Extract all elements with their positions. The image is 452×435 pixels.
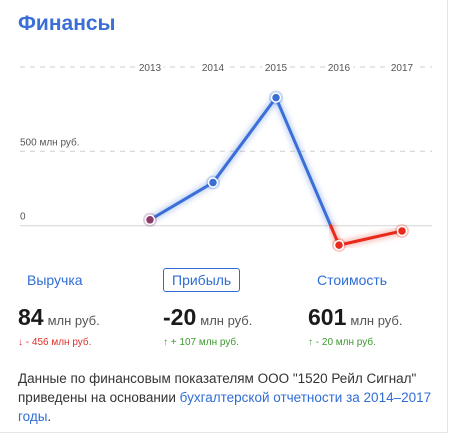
company-value-unit: млн руб.: [350, 313, 403, 328]
y-tick-label: 0: [20, 212, 26, 223]
data-source-note: Данные по финансовым показателям ООО "15…: [18, 369, 438, 426]
finance-line-chart: 0 500 млн руб. 2013 2014 2015 2016 2017: [20, 60, 432, 253]
series-line-segment: [211, 96, 278, 185]
revenue-unit: млн руб.: [47, 313, 100, 328]
profit-value: -20: [163, 304, 197, 330]
y-tick-label: 500 млн руб.: [20, 136, 80, 148]
footer-text: Данные по финансовым показателям ООО "15…: [18, 371, 417, 405]
x-tick-label: 2015: [265, 63, 288, 74]
metric-revenue: Выручка 84 млн руб. ↓ - 456 млн руб.: [18, 268, 168, 348]
data-point-2017: [396, 225, 408, 237]
profit-unit: млн руб.: [200, 313, 253, 328]
x-tick-label: 2017: [391, 63, 414, 74]
footer-end: .: [47, 409, 52, 424]
tab-revenue[interactable]: Выручка: [27, 272, 83, 288]
company-value: 601: [308, 304, 347, 330]
data-point-2015: [270, 92, 282, 103]
series-line-segment: [148, 181, 215, 222]
accounting-report-link[interactable]: бухгалтерской отчетности за 2014–2017 го…: [18, 390, 432, 424]
series-line-segment: [274, 96, 333, 228]
card-title: Финансы: [18, 12, 116, 35]
revenue-delta: ↓ - 456 млн руб.: [18, 337, 92, 348]
revenue-value: 84: [18, 304, 44, 330]
tab-profit[interactable]: Прибыль: [163, 268, 241, 292]
tab-value[interactable]: Стоимость: [317, 272, 388, 288]
data-point-2014: [207, 177, 219, 188]
x-tick-label: 2014: [202, 63, 225, 74]
profit-delta: ↑ + 107 млн руб.: [163, 337, 239, 348]
metric-value: Стоимость 601 млн руб. ↑ - 20 млн руб.: [308, 268, 452, 348]
metric-profit: Прибыль -20 млн руб. ↑ + 107 млн руб.: [163, 268, 313, 348]
series-line-segment: [337, 229, 404, 247]
metrics-row: Выручка 84 млн руб. ↓ - 456 млн руб. Приб…: [0, 268, 448, 358]
data-point-2016: [333, 239, 345, 251]
x-tick-label: 2013: [139, 63, 162, 74]
company-value-delta: ↑ - 20 млн руб.: [308, 337, 376, 348]
x-tick-label: 2016: [328, 63, 351, 74]
data-point-2013: [144, 214, 156, 226]
